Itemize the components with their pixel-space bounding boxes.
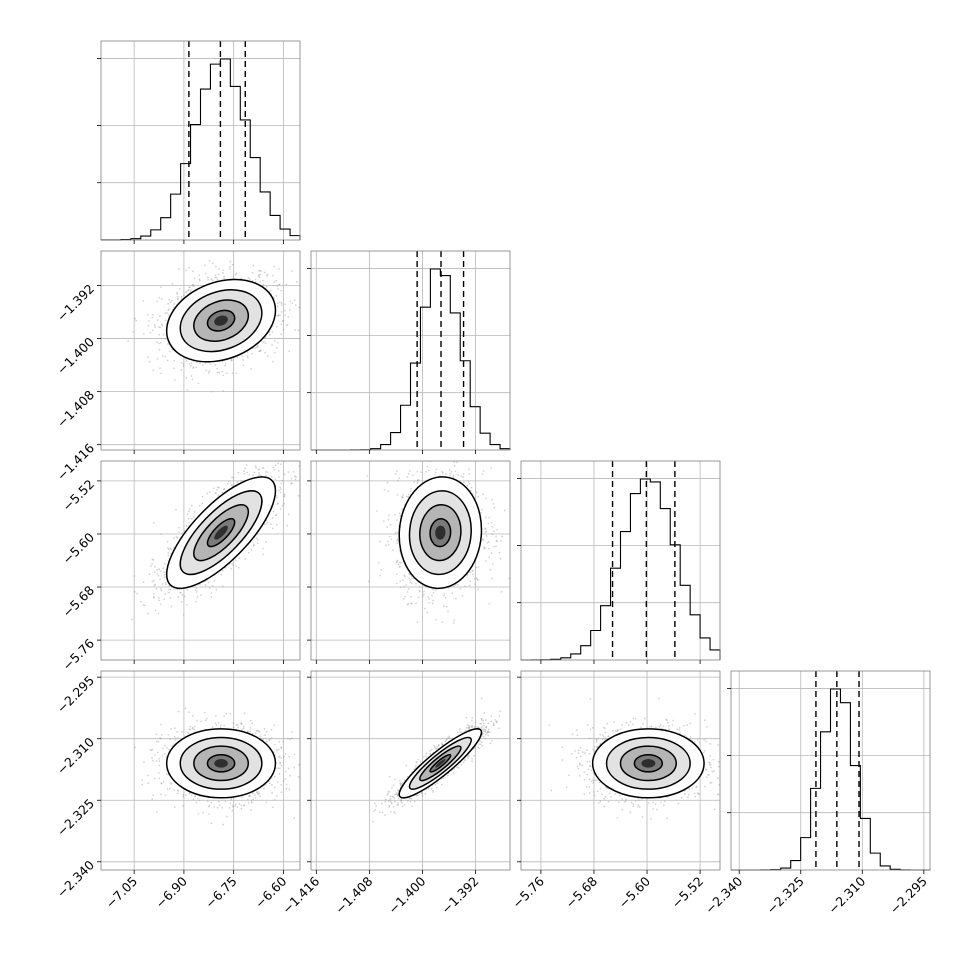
contour-line xyxy=(165,476,277,590)
contour-line xyxy=(633,753,664,773)
x-tick-label: −2.295 xyxy=(887,874,930,917)
y-tick-label: −2.310 xyxy=(54,734,97,777)
histogram-bars xyxy=(100,58,301,241)
contour-line xyxy=(206,753,236,773)
axes-frame xyxy=(310,250,511,451)
x-tick-label: −1.392 xyxy=(438,874,481,917)
contour-line xyxy=(206,309,236,332)
axes-frame xyxy=(100,460,301,661)
contour-line xyxy=(165,278,277,363)
density-fill xyxy=(214,315,228,326)
contour-line xyxy=(165,728,277,799)
y-tick-label: −5.76 xyxy=(59,636,97,674)
x-tick-label: −5.76 xyxy=(509,873,547,911)
axes-frame xyxy=(100,670,301,871)
axes-frame xyxy=(520,460,721,661)
histogram-panel-1 xyxy=(97,40,301,244)
y-tick-label: −5.68 xyxy=(59,583,97,621)
x-tick-label: −1.408 xyxy=(332,873,375,916)
density-fill xyxy=(641,759,656,768)
density-fill xyxy=(435,525,446,540)
x-tick-label: −5.60 xyxy=(615,873,653,911)
histogram-bars xyxy=(731,688,930,871)
x-tick-label: −5.68 xyxy=(562,873,600,911)
x-tick-label: −6.75 xyxy=(202,874,240,912)
contour-line xyxy=(408,736,472,790)
x-tick-label: −6.90 xyxy=(152,873,190,911)
axes-frame xyxy=(310,670,511,871)
y-tick-label: −1.400 xyxy=(54,334,97,377)
axes-frame xyxy=(100,40,301,241)
histogram-bars xyxy=(311,268,511,451)
contour-line xyxy=(429,753,452,773)
density-fill xyxy=(214,525,228,540)
contour-line xyxy=(605,736,691,790)
scatter-panel-3-2 xyxy=(307,460,511,664)
scatter-panel-3-1: −5.76−5.68−5.60−5.52 xyxy=(59,460,301,674)
x-tick-label: −5.52 xyxy=(669,874,707,912)
scatter-panel-4-3: −5.76 −5.68 −5.60 −5.52 xyxy=(509,670,721,912)
histogram-bars xyxy=(520,478,721,661)
contour-line xyxy=(419,504,462,562)
x-tick-label: −2.325 xyxy=(764,874,807,917)
x-tick-label: −1.416 xyxy=(279,873,322,916)
density-fill xyxy=(435,759,446,768)
contour-line xyxy=(619,745,677,782)
contour-line xyxy=(206,517,236,548)
axes-frame xyxy=(100,250,301,451)
scatter-panel-4-1: −7.05 −6.90 −6.75 −6.60−2.340−2.325−2.310−2… xyxy=(54,670,301,912)
y-tick-label: −2.295 xyxy=(54,673,97,716)
contour-line xyxy=(398,476,483,590)
scatter-panel-2-1: −1.416 −1.408 −1.400 −1.392 xyxy=(54,250,301,484)
x-tick-label: −1.400 xyxy=(385,873,428,916)
y-tick-label: −1.416 xyxy=(54,440,97,483)
scatter-panel-4-2: −1.416 −1.408 −1.400 −1.392 xyxy=(279,670,511,917)
contour-line xyxy=(179,736,263,790)
y-tick-label: −2.325 xyxy=(54,796,97,839)
contour-line xyxy=(193,745,250,782)
histogram-panel-2 xyxy=(307,250,511,454)
y-tick-label: −1.392 xyxy=(54,281,97,324)
axes-frame xyxy=(520,670,721,871)
y-tick-label: −5.60 xyxy=(59,529,97,567)
histogram-panel-3 xyxy=(517,460,721,664)
y-tick-label: −1.408 xyxy=(54,387,97,430)
contour-line xyxy=(408,490,472,576)
contour-line xyxy=(591,728,705,799)
axes-frame xyxy=(730,670,931,871)
histogram-panel-4: −2.340 −2.325 −2.310 −2.295 xyxy=(702,670,931,917)
y-tick-label: −2.340 xyxy=(54,857,97,900)
contour-line xyxy=(398,728,483,799)
contour-line xyxy=(193,504,250,562)
x-tick-label: −2.310 xyxy=(825,873,868,916)
contour-line xyxy=(193,299,250,342)
contour-line xyxy=(179,289,263,353)
contour-line xyxy=(179,490,263,576)
x-tick-label: −2.340 xyxy=(702,873,745,916)
x-tick-label: −7.05 xyxy=(103,874,141,912)
axes-frame xyxy=(310,460,511,661)
density-fill xyxy=(214,759,228,768)
contour-line xyxy=(429,517,452,548)
contour-line xyxy=(419,745,462,782)
